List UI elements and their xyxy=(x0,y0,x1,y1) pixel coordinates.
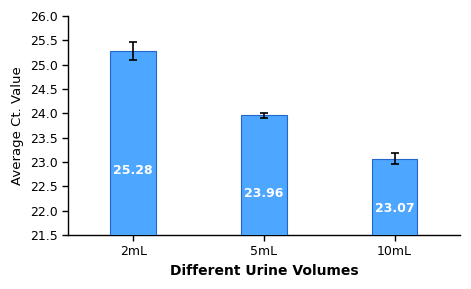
Bar xyxy=(241,115,287,289)
Bar xyxy=(110,51,156,289)
Text: 23.96: 23.96 xyxy=(244,187,284,199)
Bar xyxy=(372,159,417,289)
Y-axis label: Average Ct. Value: Average Ct. Value xyxy=(11,66,24,185)
Text: 25.28: 25.28 xyxy=(114,164,153,177)
X-axis label: Different Urine Volumes: Different Urine Volumes xyxy=(170,264,358,278)
Text: 23.07: 23.07 xyxy=(375,202,414,215)
